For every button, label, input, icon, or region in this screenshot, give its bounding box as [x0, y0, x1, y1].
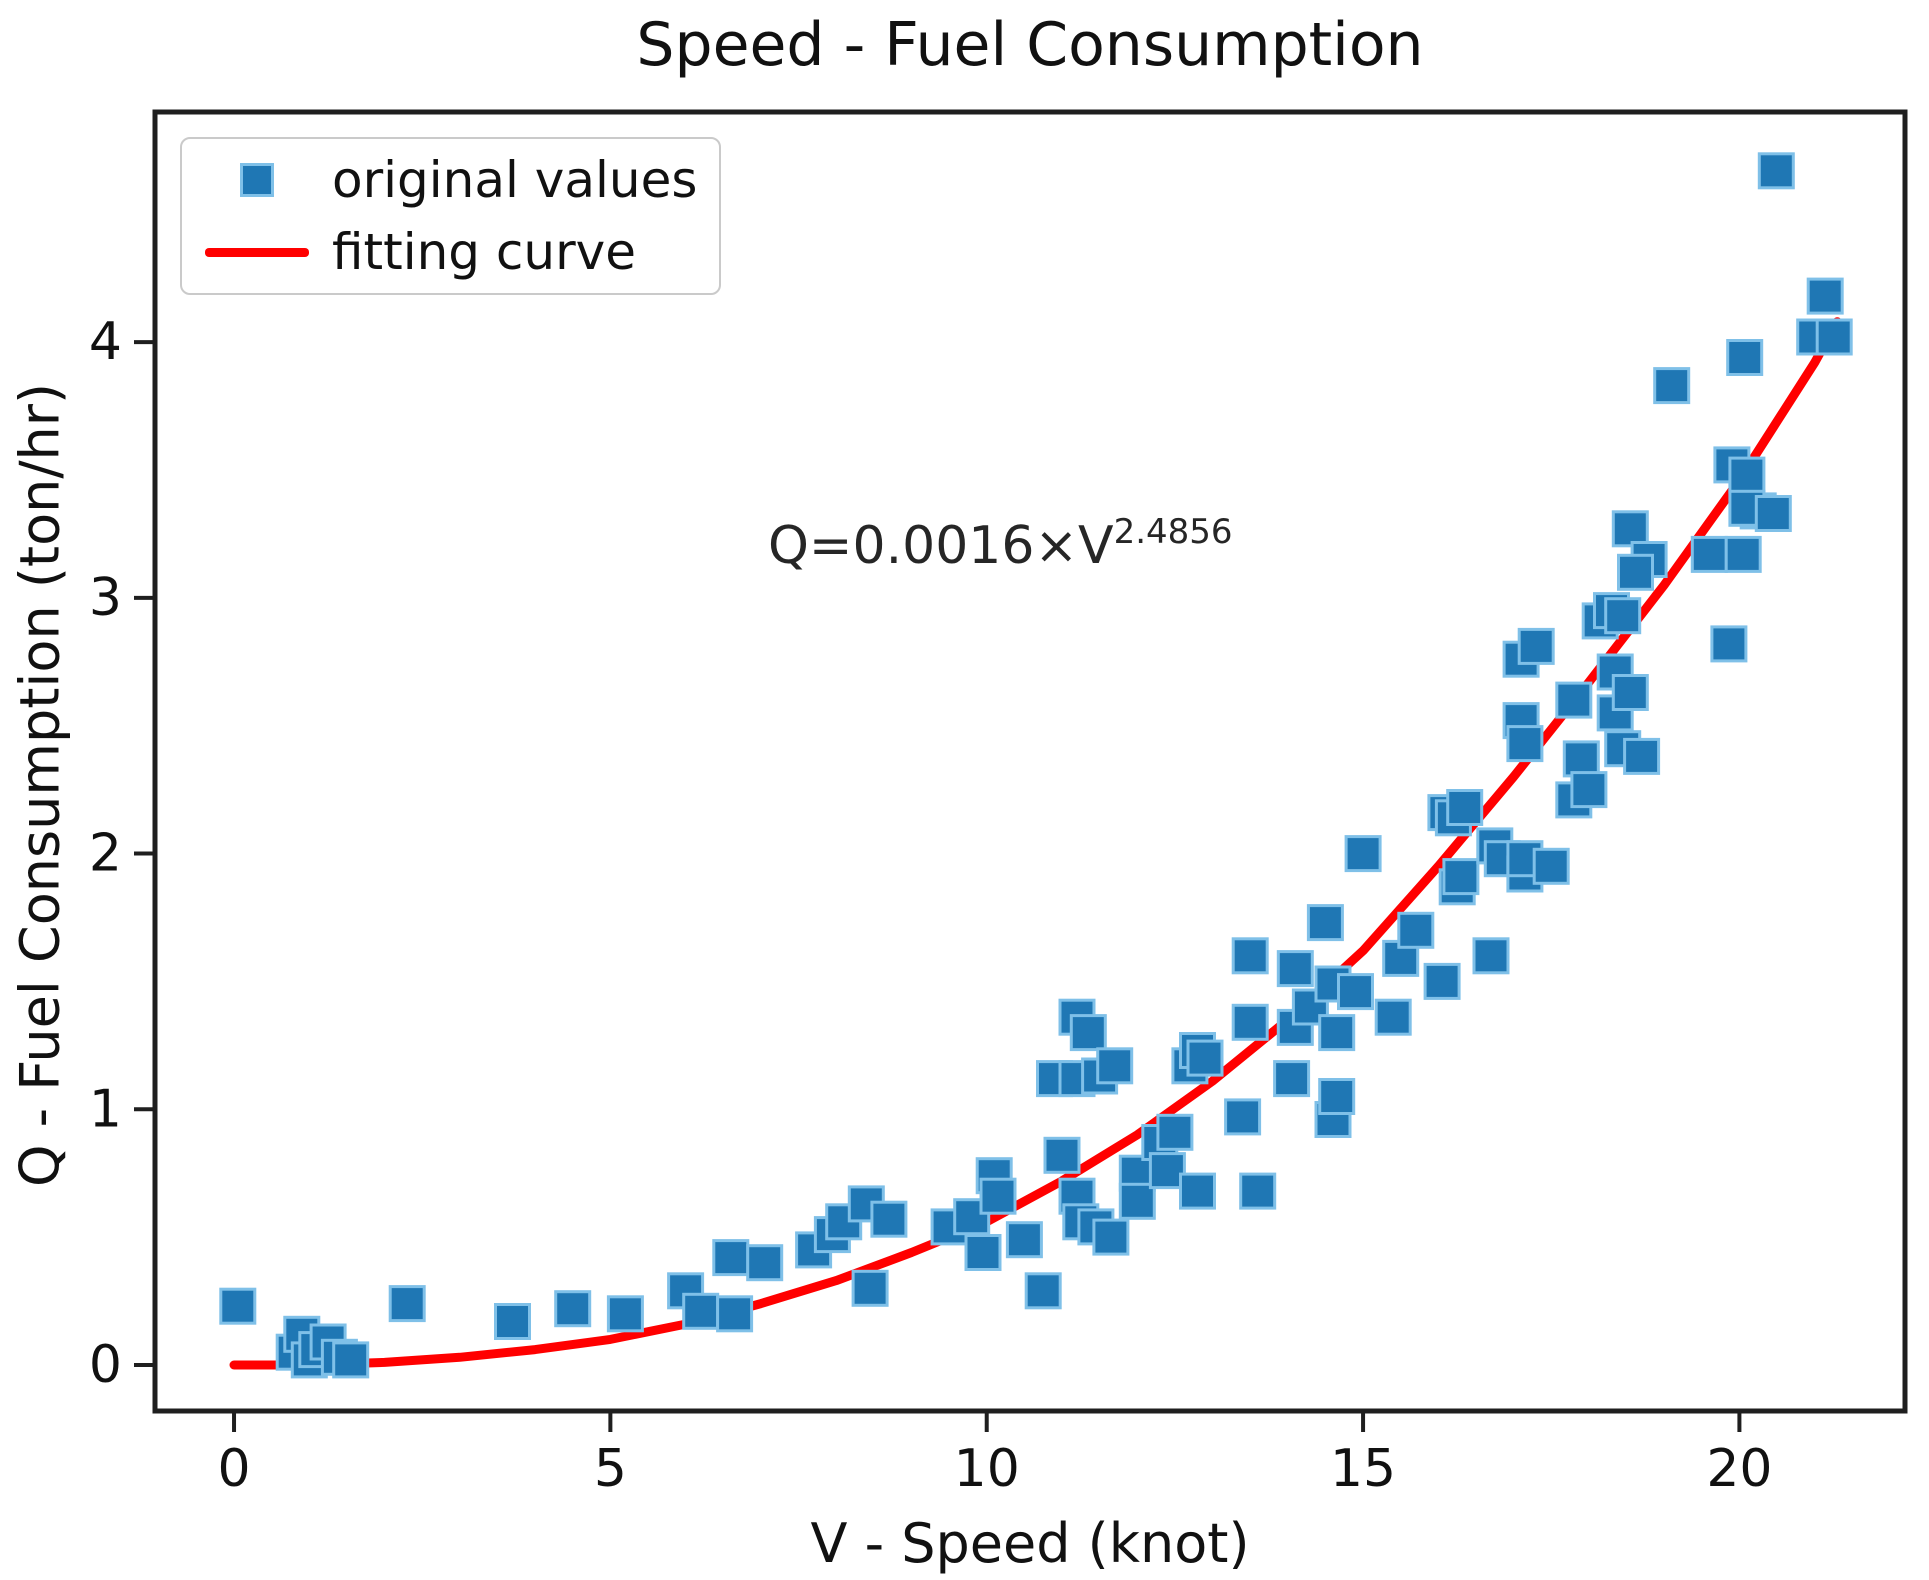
scatter-point — [1806, 277, 1844, 315]
scatter-point — [1273, 1060, 1311, 1098]
scatter-point — [332, 1341, 370, 1379]
fit-equation-annotation: Q=0.0016×V2.4856 — [768, 512, 1233, 576]
y-tick-label: 0 — [89, 1335, 122, 1395]
scatter-point — [1423, 962, 1461, 1000]
scatter-point — [1276, 950, 1314, 988]
scatter-point — [554, 1290, 592, 1328]
scatter-point — [388, 1285, 426, 1323]
scatter-point — [1148, 1152, 1186, 1190]
x-axis-label: V - Speed (knot) — [810, 1512, 1250, 1575]
scatter-point — [712, 1239, 750, 1277]
scatter-point — [1506, 725, 1544, 763]
scatter-point — [1043, 1136, 1081, 1174]
scatter-point — [1231, 1003, 1269, 1041]
scatter-point — [682, 1292, 720, 1330]
scatter-point — [716, 1295, 754, 1333]
scatter-point — [494, 1303, 531, 1340]
scatter-point — [1562, 740, 1600, 778]
scatter-point — [1069, 1014, 1107, 1052]
x-tick-label: 5 — [594, 1439, 627, 1499]
scatter-point — [1446, 789, 1484, 826]
scatter-point — [1690, 535, 1728, 573]
scatter-point — [1611, 674, 1649, 711]
fit-equation-base: Q=0.0016×V — [768, 516, 1114, 576]
legend-label: fitting curve — [332, 223, 637, 281]
scatter-point — [1096, 1047, 1134, 1085]
scatter-point — [979, 1177, 1017, 1215]
scatter-point — [1604, 597, 1642, 635]
scatter-marker-icon — [240, 163, 274, 197]
x-tick-label: 15 — [1330, 1439, 1396, 1499]
y-axis-label: Q - Fuel Consumption (ton/hr) — [8, 382, 72, 1188]
scatter-point — [1532, 847, 1570, 885]
scatter-point — [870, 1200, 908, 1238]
scatter-points-layer — [219, 152, 1853, 1379]
scatter-point — [1397, 911, 1435, 949]
scatter-point — [1344, 835, 1382, 873]
scatter-point — [1231, 937, 1269, 975]
scatter-point — [1179, 1172, 1216, 1210]
scatter-point — [219, 1287, 257, 1325]
fit-equation-exponent: 2.4856 — [1113, 512, 1233, 552]
scatter-point — [1623, 737, 1661, 775]
scatter-point — [1472, 937, 1510, 975]
scatter-point — [1239, 1172, 1277, 1210]
legend: original values fitting curve — [180, 137, 721, 295]
scatter-point — [1005, 1221, 1043, 1259]
x-tick-label: 10 — [954, 1439, 1020, 1499]
scatter-point — [1118, 1182, 1156, 1220]
scatter-point — [1710, 625, 1748, 663]
y-tick-label: 2 — [89, 824, 122, 884]
scatter-point — [1318, 1014, 1356, 1052]
scatter-point — [1337, 973, 1374, 1011]
axes-frame — [152, 109, 1908, 1414]
scatter-point — [1318, 1078, 1356, 1115]
scatter-point — [1757, 152, 1795, 190]
scatter-point — [1156, 1113, 1194, 1151]
scatter-point — [1224, 1098, 1262, 1136]
fitting-curve-layer — [229, 317, 1842, 1370]
scatter-point — [1617, 553, 1654, 591]
line-swatch-icon — [205, 247, 309, 257]
y-tick-label: 1 — [89, 1079, 122, 1139]
scatter-point — [1517, 627, 1555, 665]
axes-layer: 0 5 10 15 20 0 1 2 3 4 — [89, 109, 1908, 1499]
fitting-curve-line — [229, 317, 1842, 1370]
scatter-point — [1570, 771, 1608, 809]
scatter-point — [1653, 367, 1691, 405]
scatter-point — [964, 1234, 1002, 1271]
scatter-point — [1442, 858, 1480, 896]
scatter-point — [746, 1244, 784, 1282]
scatter-point — [1306, 904, 1344, 942]
scatter-point — [1726, 339, 1764, 376]
scatter-point — [1754, 495, 1792, 532]
chart-title: Speed - Fuel Consumption — [636, 10, 1424, 80]
legend-label: original values — [332, 151, 698, 209]
scatter-point — [1611, 510, 1649, 548]
scatter-point — [1724, 535, 1762, 573]
y-tick-label: 3 — [89, 568, 122, 628]
scatter-point — [1186, 1039, 1224, 1077]
scatter-point — [606, 1295, 644, 1333]
scatter-point — [1092, 1218, 1130, 1256]
scatter-point — [1596, 694, 1634, 732]
scatter-point — [1024, 1272, 1062, 1310]
scatter-point — [1815, 318, 1853, 356]
y-tick-label: 4 — [89, 312, 122, 372]
legend-item-original-values: original values — [182, 148, 719, 212]
scatter-point — [851, 1269, 889, 1307]
x-tick-label: 0 — [217, 1439, 250, 1499]
scatter-point — [1728, 456, 1766, 494]
x-tick-label: 20 — [1706, 1439, 1772, 1499]
scatter-point — [1555, 681, 1593, 719]
scatter-point — [1374, 998, 1412, 1036]
legend-item-fitting-curve: fitting curve — [182, 220, 719, 284]
